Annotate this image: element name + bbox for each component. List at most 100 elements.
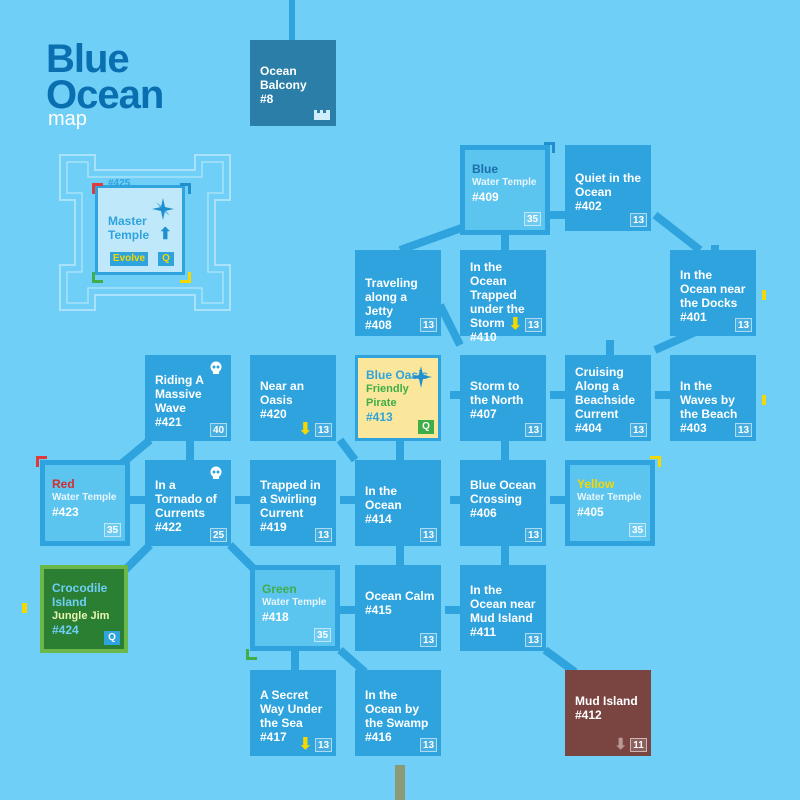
room-id: #422 [155,520,182,534]
room-name: Storm to the North [470,379,524,407]
temple-type: Water Temple [577,492,642,503]
level-badge: 35 [629,523,646,537]
yellow-corner-marker [650,456,661,467]
room-id: #424 [52,623,79,637]
quest-badge[interactable]: Q [158,252,174,266]
room-id: #407 [470,407,497,421]
temple-color: Green [262,582,297,596]
temple-color: Yellow [577,477,615,491]
red-corner-marker [92,183,103,194]
skull-icon [210,466,222,479]
room-trapped-in-a-swirling-current[interactable]: Trapped in a Swirling Current #419 13 [250,460,336,546]
level-badge: 13 [735,318,752,332]
yellow-corner-marker [180,272,191,283]
room-name: Near an Oasis [260,379,305,407]
room-id: #420 [260,407,287,421]
room-subtitle: Jungle Jim [52,610,110,622]
temple-color: Blue [472,162,499,176]
room-id: #418 [262,610,289,624]
evolve-button[interactable]: Evolve [110,252,148,266]
room-trapped-under-the-storm[interactable]: In the Ocean Trapped under the Storm #410… [460,250,546,344]
room-id: #415 [365,603,392,617]
room-in-the-ocean-by-the-swamp[interactable]: In the Ocean by the Swamp #416 13 [355,670,441,756]
level-badge: 13 [420,738,437,752]
room-name: In a Tornado of Currents [155,478,217,520]
room-id: #406 [470,506,497,520]
green-corner-marker [92,272,103,283]
level-badge: 13 [315,738,332,752]
level-badge: 13 [630,423,647,437]
room-in-the-ocean-near-the-docks[interactable]: In the Ocean near the Docks #401 13 [670,250,756,336]
room-quiet-in-the-ocean[interactable]: Quiet in the Ocean #402 13 [565,145,651,231]
level-badge: 13 [420,528,437,542]
room-in-the-ocean-414[interactable]: In the Ocean #414 13 [355,460,441,546]
map-title-line1: Blue [46,37,130,81]
room-name: Blue Ocean Crossing [470,478,537,506]
room-name: A Secret Way Under the Sea [260,688,323,730]
room-ocean-calm[interactable]: Ocean Calm #415 13 [355,565,441,651]
room-name: In the Ocean [365,484,402,512]
level-badge: 40 [210,423,227,437]
room-cruising-along-a-beachside-current[interactable]: Cruising Along a Beachside Current #404 1… [565,355,651,441]
quest-badge[interactable]: Q [418,420,434,434]
room-near-an-oasis[interactable]: Near an Oasis #420 ⬇ 13 [250,355,336,441]
level-badge: 13 [630,213,647,227]
master-temple-id: #425 [108,178,131,189]
down-arrow-icon: ⬇ [508,316,522,333]
level-badge: 35 [104,523,121,537]
room-name: Mud Island [575,694,638,708]
room-name: In the Ocean near the Docks [680,268,746,310]
compass-star-icon [410,366,432,388]
level-badge: 13 [735,423,752,437]
level-badge: 13 [315,423,332,437]
room-in-the-waves-by-the-beach[interactable]: In the Waves by the Beach #403 13 [670,355,756,441]
room-id: #416 [365,730,392,744]
level-badge: 35 [314,628,331,642]
room-blue-water-temple[interactable]: Blue Water Temple #409 35 [460,145,550,235]
room-in-the-ocean-near-mud-island[interactable]: In the Ocean near Mud Island #411 13 [460,565,546,651]
room-blue-oasis[interactable]: Blue Oasis Friendly Pirate #413 Q [355,355,441,441]
room-ocean-balcony[interactable]: Ocean Balcony #8 [250,40,336,126]
map-title-line2: Ocean [46,73,164,117]
room-riding-a-massive-wave[interactable]: Riding A Massive Wave #421 40 [145,355,231,441]
blue-corner-marker [180,183,191,194]
room-id: #401 [680,310,707,324]
level-badge: 13 [525,423,542,437]
room-name: Ocean Calm [365,589,435,603]
room-traveling-along-a-jetty[interactable]: Traveling along a Jetty #408 13 [355,250,441,336]
room-master-temple[interactable]: Master Temple ⬆ Evolve Q [95,185,185,275]
down-arrow-icon: ⬇ [298,421,312,438]
room-storm-to-the-north[interactable]: Storm to the North #407 13 [460,355,546,441]
room-id: #412 [575,708,602,722]
skull-icon [210,361,222,374]
quest-badge[interactable]: Q [104,631,120,645]
map-subtitle: map [48,108,87,130]
room-name: In the Ocean near Mud Island [470,583,536,625]
level-badge: 13 [525,633,542,647]
room-blue-ocean-crossing[interactable]: Blue Ocean Crossing #406 13 [460,460,546,546]
red-corner-marker [36,456,47,467]
room-mud-island[interactable]: Mud Island #412 ⬇ 11 [565,670,651,756]
room-name: In the Ocean Trapped under the Storm [470,260,525,330]
room-id: #419 [260,520,287,534]
room-id: #411 [470,625,497,639]
room-id: #8 [260,92,274,106]
room-id: #410 [470,330,497,344]
room-id: #409 [472,190,499,204]
castle-icon [314,110,330,120]
room-id: #402 [575,199,602,213]
green-corner-marker [246,649,257,660]
level-badge: 25 [210,528,227,542]
room-a-secret-way-under-the-sea[interactable]: A Secret Way Under the Sea #417 ⬇ 13 [250,670,336,756]
room-crocodile-island[interactable]: Crocodile Island Jungle Jim #424 Q [40,565,128,653]
room-in-a-tornado-of-currents[interactable]: In a Tornado of Currents #422 25 [145,460,231,546]
temple-type: Water Temple [262,597,327,608]
room-name: Trapped in a Swirling Current [260,478,321,520]
room-name: In the Ocean by the Swamp [365,688,429,730]
room-yellow-water-temple[interactable]: Yellow Water Temple #405 35 [565,460,655,546]
room-name: Master Temple [108,214,150,242]
room-green-water-temple[interactable]: Green Water Temple #418 35 [250,565,340,651]
level-badge: 13 [420,633,437,647]
room-id: #417 [260,730,287,744]
room-red-water-temple[interactable]: Red Water Temple #423 35 [40,460,130,546]
